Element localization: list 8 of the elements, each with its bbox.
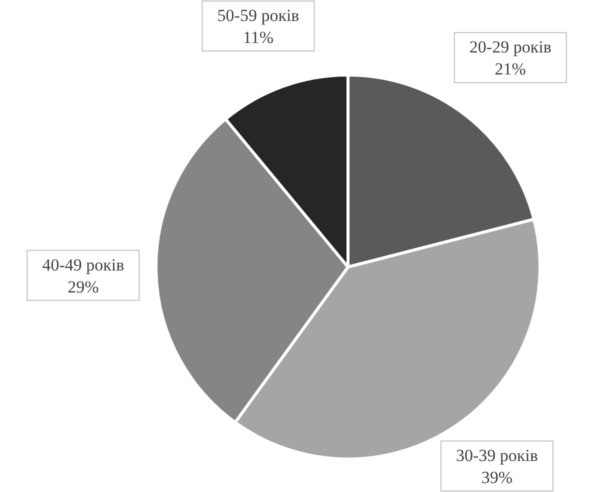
data-label: 39% [481, 468, 513, 487]
data-label: 21% [494, 60, 526, 79]
slice-label: 20-29 років [469, 38, 552, 57]
data-label: 29% [68, 277, 99, 296]
data-label: 11% [242, 28, 274, 47]
slice-label: 40-49 років [42, 255, 124, 274]
slice-label: 50-59 років [217, 6, 300, 25]
slice-label: 30-39 років [456, 446, 538, 465]
